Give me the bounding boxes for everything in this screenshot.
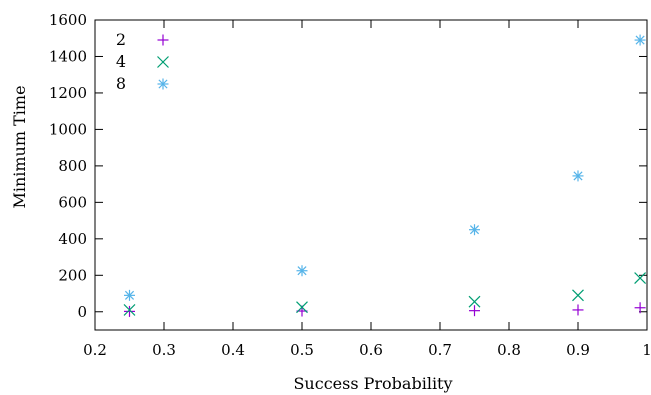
y-tick-label: 1000 bbox=[49, 120, 87, 138]
legend-marker-2 bbox=[157, 34, 169, 46]
x-tick-label: 1 bbox=[642, 341, 651, 359]
legend-label-2: 2 bbox=[116, 30, 126, 49]
x-tick-label: 0.5 bbox=[290, 341, 314, 359]
data-point-series-4 bbox=[123, 304, 136, 316]
y-tick-label: 600 bbox=[58, 193, 87, 211]
legend-label-4: 4 bbox=[116, 52, 126, 71]
legend-label-8: 8 bbox=[116, 74, 126, 93]
y-tick-label: 200 bbox=[58, 266, 87, 284]
data-point-series-8 bbox=[634, 34, 646, 46]
x-tick-label: 0.4 bbox=[221, 341, 245, 359]
data-point-series-4 bbox=[296, 301, 308, 314]
data-point-series-2 bbox=[634, 302, 646, 314]
data-point-series-4 bbox=[634, 272, 647, 284]
x-tick-label: 0.7 bbox=[428, 341, 452, 359]
legend-marker-8 bbox=[157, 78, 169, 90]
x-tick-label: 0.6 bbox=[359, 341, 383, 359]
data-point-series-8 bbox=[124, 289, 135, 301]
y-tick-label: 800 bbox=[58, 157, 87, 175]
x-tick-label: 0.2 bbox=[83, 341, 107, 359]
data-point-series-8 bbox=[572, 170, 584, 182]
plot-frame bbox=[94, 19, 648, 331]
data-point-series-8 bbox=[469, 224, 480, 236]
y-axis-title: Minimum Time bbox=[10, 85, 29, 208]
x-tick-label: 0.8 bbox=[497, 341, 521, 359]
x-tick-label: 0.3 bbox=[152, 341, 176, 359]
data-point-series-2 bbox=[124, 305, 135, 317]
y-tick-label: 1200 bbox=[49, 84, 87, 102]
data-point-series-2 bbox=[469, 305, 480, 317]
x-axis-title: Success Probability bbox=[293, 374, 452, 393]
data-point-series-4 bbox=[572, 289, 584, 302]
data-point-series-2 bbox=[572, 304, 584, 316]
data-point-series-8 bbox=[296, 265, 308, 277]
y-tick-label: 0 bbox=[77, 303, 87, 321]
y-tick-label: 1600 bbox=[49, 11, 87, 29]
y-tick-label: 1400 bbox=[49, 47, 87, 65]
x-tick-label: 0.9 bbox=[566, 341, 590, 359]
legend-marker-4 bbox=[157, 56, 169, 68]
data-point-series-4 bbox=[468, 295, 481, 308]
y-tick-label: 400 bbox=[58, 230, 87, 248]
